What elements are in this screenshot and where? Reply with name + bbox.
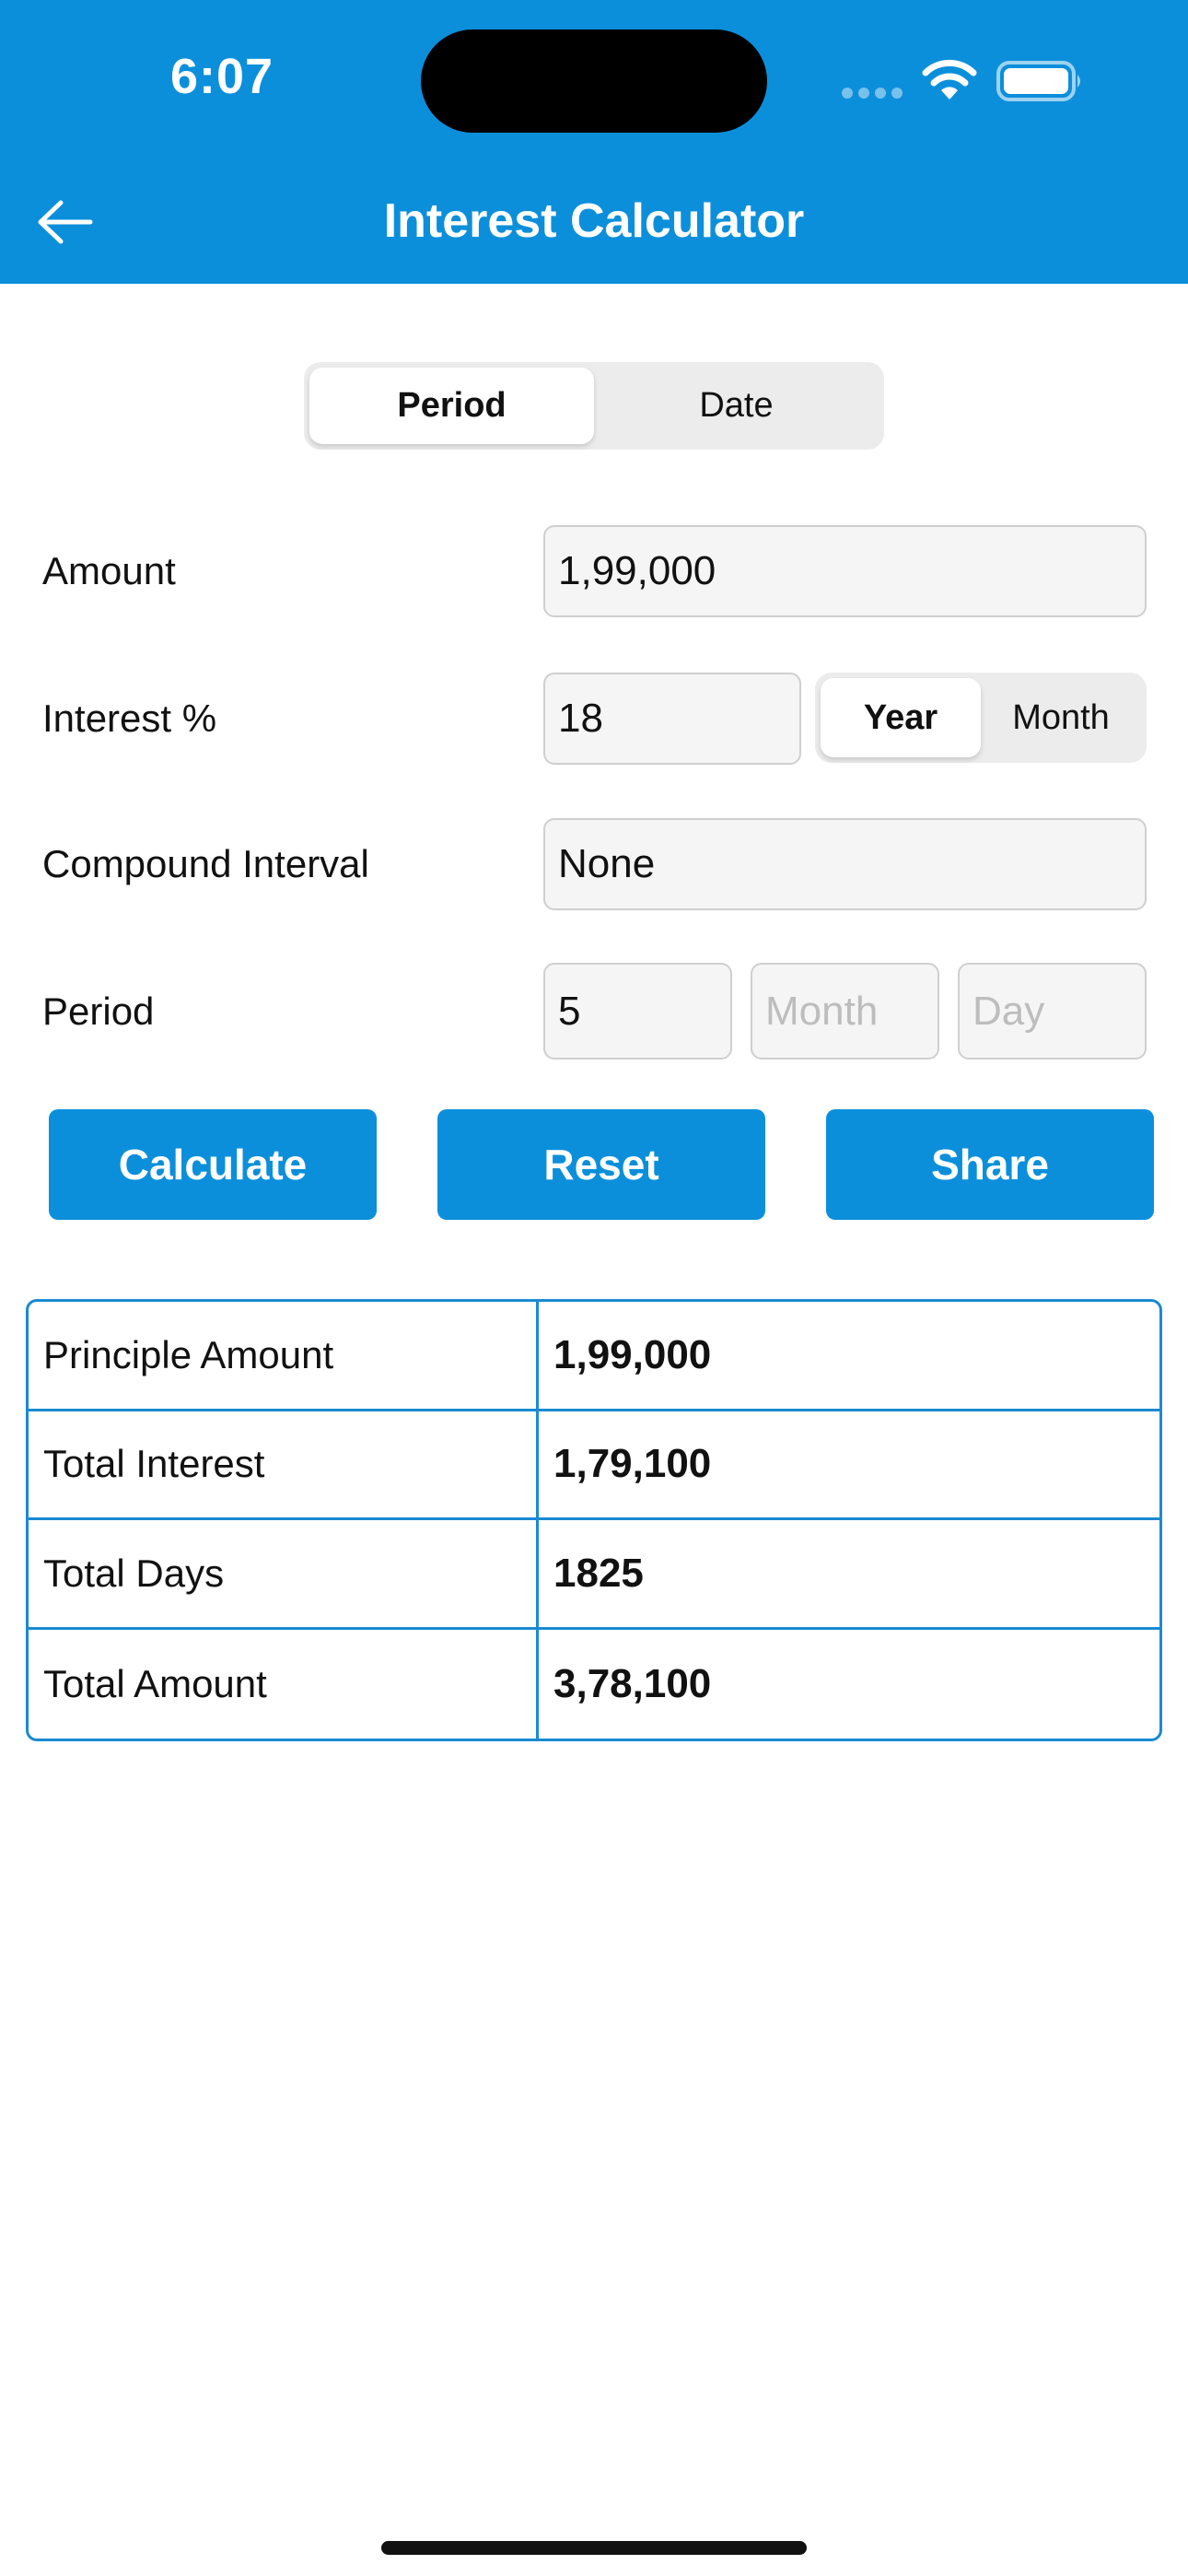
- cellular-signal-icon: [842, 87, 908, 103]
- battery-icon: [996, 61, 1085, 106]
- result-label: Total Amount: [29, 1629, 539, 1739]
- period-months-input[interactable]: Month: [751, 963, 939, 1060]
- result-label: Total Interest: [29, 1411, 539, 1517]
- wifi-icon: [921, 59, 978, 106]
- back-button[interactable]: [28, 192, 101, 252]
- table-row: Principle Amount 1,99,000: [29, 1302, 1159, 1411]
- result-value: 1825: [553, 1550, 644, 1596]
- result-value: 3,78,100: [553, 1660, 712, 1706]
- period-label: Period: [42, 989, 155, 1033]
- amount-input[interactable]: 1,99,000: [543, 525, 1147, 617]
- segment-year[interactable]: Year: [821, 678, 981, 757]
- segment-period[interactable]: Period: [309, 368, 594, 444]
- result-label: Total Days: [29, 1520, 539, 1627]
- segment-date[interactable]: Date: [699, 386, 774, 425]
- mode-segmented-control: Period Date: [304, 362, 884, 450]
- share-button[interactable]: Share: [826, 1109, 1154, 1220]
- compound-interval-label: Compound Interval: [42, 842, 369, 885]
- results-table: Principle Amount 1,99,000 Total Interest…: [26, 1299, 1162, 1741]
- period-years-input[interactable]: 5: [543, 963, 732, 1060]
- interest-input[interactable]: 18: [543, 673, 801, 765]
- table-row: Total Interest 1,79,100: [29, 1411, 1159, 1520]
- result-value: 1,79,100: [553, 1441, 712, 1487]
- interest-unit-segmented-control: Year Month: [815, 673, 1147, 763]
- app-header: 6:07 Interest Calculator: [0, 0, 1188, 284]
- table-row: Total Amount 3,78,100: [29, 1629, 1159, 1739]
- period-days-input[interactable]: Day: [958, 963, 1147, 1060]
- home-indicator[interactable]: [381, 2541, 807, 2555]
- amount-label: Amount: [42, 549, 176, 592]
- status-time: 6:07: [170, 49, 274, 104]
- arrow-left-icon: [38, 200, 93, 244]
- segment-month[interactable]: Month: [1012, 697, 1110, 737]
- calculate-button[interactable]: Calculate: [49, 1109, 377, 1220]
- page-title: Interest Calculator: [383, 194, 805, 248]
- result-value: 1,99,000: [553, 1331, 712, 1377]
- compound-interval-select[interactable]: None: [543, 818, 1147, 910]
- reset-button[interactable]: Reset: [437, 1109, 765, 1220]
- result-label: Principle Amount: [29, 1302, 539, 1409]
- table-row: Total Days 1825: [29, 1520, 1159, 1630]
- dynamic-island: [421, 29, 767, 133]
- interest-label: Interest %: [42, 697, 217, 740]
